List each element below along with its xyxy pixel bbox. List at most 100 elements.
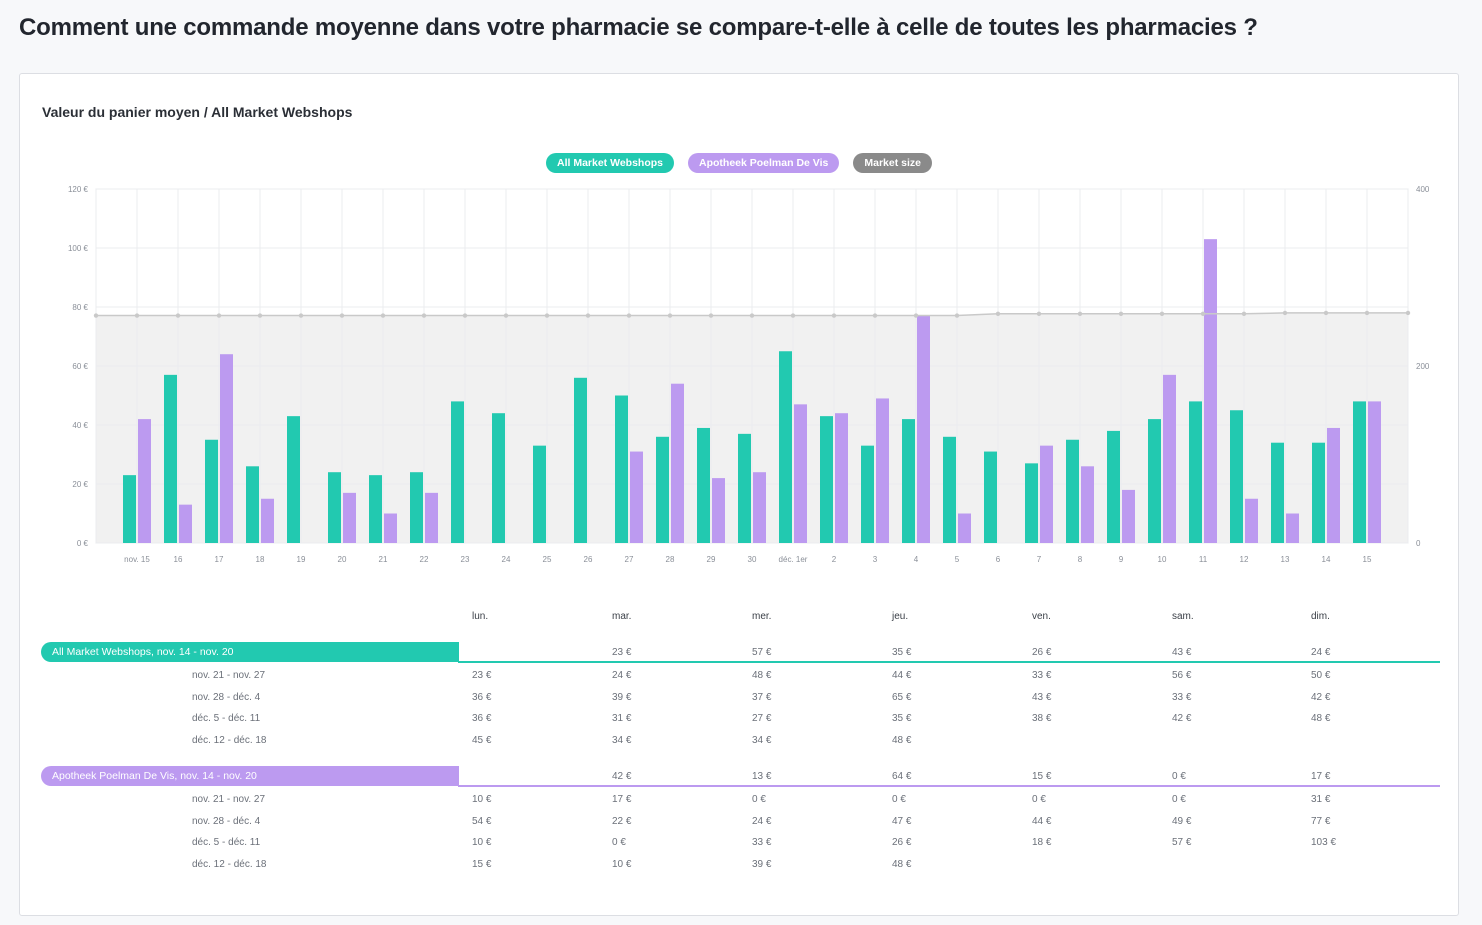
table-cell: 57 € [752, 647, 772, 658]
market-size-point [626, 313, 632, 318]
x-tick-label: 16 [174, 555, 183, 564]
market-size-point [1077, 311, 1083, 316]
table-cell: 77 € [1311, 815, 1331, 827]
x-tick-label: 7 [1037, 555, 1042, 564]
y2-tick-label: 200 [1416, 362, 1430, 371]
table-cell: 0 € [612, 837, 626, 849]
table-cell: 33 € [1032, 670, 1052, 681]
bar-all-market [656, 436, 669, 543]
x-tick-label: 14 [1322, 555, 1331, 564]
x-tick-label: 25 [543, 555, 552, 564]
row-label: nov. 28 - déc. 4 [192, 815, 261, 827]
row-label: déc. 5 - déc. 11 [192, 713, 261, 725]
table-cell: 48 € [892, 735, 912, 747]
legend-apotheek[interactable]: Apotheek Poelman De Vis [688, 153, 840, 173]
x-tick-label: 19 [297, 555, 306, 564]
bar-all-market [205, 439, 218, 543]
bar-apotheek [671, 383, 684, 543]
bar-all-market [328, 472, 341, 543]
bar-all-market [574, 377, 587, 543]
y2-tick-label: 0 [1416, 539, 1421, 548]
bar-all-market [287, 416, 300, 543]
row-label: déc. 12 - déc. 18 [192, 859, 267, 871]
x-tick-label: 13 [1281, 555, 1290, 564]
bar-all-market [451, 401, 464, 543]
x-tick-label: 17 [215, 555, 224, 564]
bar-apotheek [343, 492, 356, 543]
table-cell: 13 € [752, 771, 772, 782]
market-size-point [544, 313, 550, 318]
market-size-point [421, 313, 427, 318]
market-size-point [93, 313, 99, 318]
market-size-point [872, 313, 878, 318]
bar-apotheek [1286, 513, 1299, 543]
bar-all-market [1148, 419, 1161, 543]
market-size-point [1405, 310, 1411, 316]
market-size-point [216, 313, 222, 318]
table-cell: 0 € [1032, 794, 1046, 805]
x-tick-label: 20 [338, 555, 347, 564]
x-tick-label: 24 [502, 555, 511, 564]
bar-all-market [1271, 442, 1284, 543]
bar-apotheek [712, 478, 725, 543]
group-underline [458, 661, 1440, 663]
table-cell: 17 € [612, 794, 632, 805]
row-label: déc. 5 - déc. 11 [192, 837, 261, 849]
bar-all-market [820, 416, 833, 543]
x-tick-label: 3 [873, 555, 878, 564]
group-label: All Market Webshops, nov. 14 - nov. 20 [41, 642, 459, 662]
bar-apotheek [1081, 466, 1094, 543]
bar-all-market [1312, 442, 1325, 543]
market-size-point [1241, 311, 1247, 316]
table-cell: 15 € [1032, 771, 1052, 782]
table-cell: 27 € [752, 713, 772, 725]
bar-all-market [492, 413, 505, 543]
x-tick-label: 27 [625, 555, 634, 564]
market-size-point [339, 313, 345, 318]
table-cell: 50 € [1311, 670, 1331, 681]
market-size-point [995, 311, 1001, 316]
bar-apotheek [220, 354, 233, 543]
market-size-point [1323, 310, 1329, 316]
bar-all-market [1189, 401, 1202, 543]
group-label-edge [449, 766, 459, 786]
table-cell: 39 € [612, 691, 632, 703]
group-label: Apotheek Poelman De Vis, nov. 14 - nov. … [41, 766, 459, 786]
x-tick-label: 18 [256, 555, 265, 564]
bar-all-market [1066, 439, 1079, 543]
table-cell: 43 € [1172, 647, 1192, 658]
bar-all-market [902, 419, 915, 543]
market-size-point [667, 313, 673, 318]
x-tick-label: 29 [707, 555, 716, 564]
market-size-point [257, 313, 263, 318]
table-cell: 33 € [1172, 691, 1192, 703]
day-header: ven. [1032, 611, 1051, 622]
table-cell: 24 € [752, 815, 772, 827]
x-tick-label: 12 [1240, 555, 1249, 564]
table-cell: 48 € [752, 670, 772, 681]
bar-all-market [861, 445, 874, 543]
table-cell: 15 € [472, 859, 492, 871]
legend-all-market[interactable]: All Market Webshops [546, 153, 674, 173]
row-label: déc. 12 - déc. 18 [192, 735, 267, 747]
table-cell: 57 € [1172, 837, 1192, 849]
table-cell: 44 € [1032, 815, 1052, 827]
table-cell: 43 € [1032, 691, 1052, 703]
bar-all-market [246, 466, 259, 543]
table-cell: 42 € [1311, 691, 1331, 703]
market-size-point [1159, 311, 1165, 316]
legend-market-size[interactable]: Market size [853, 153, 932, 173]
table-cell: 0 € [752, 794, 766, 805]
table-cell: 65 € [892, 691, 912, 703]
bar-apotheek [1040, 445, 1053, 543]
x-tick-label: nov. 15 [124, 555, 150, 564]
day-header: jeu. [892, 611, 909, 622]
table-cell: 0 € [1172, 771, 1186, 782]
bar-all-market [369, 475, 382, 543]
table-cell: 23 € [472, 670, 492, 681]
x-tick-label: déc. 1er [779, 555, 808, 564]
bar-all-market [164, 374, 177, 543]
y-tick-label: 60 € [72, 362, 88, 371]
day-header: dim. [1311, 611, 1330, 622]
market-size-point [585, 313, 591, 318]
